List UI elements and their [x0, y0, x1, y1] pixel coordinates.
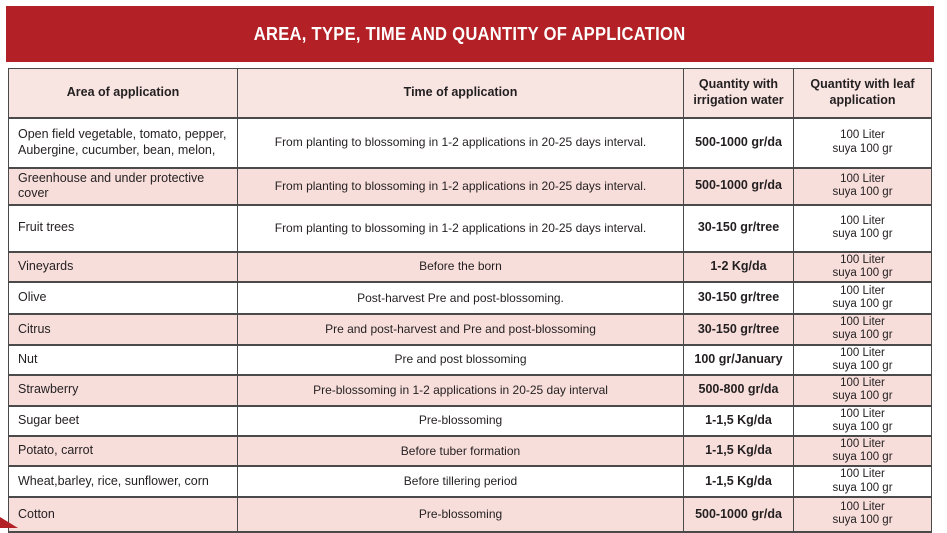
leaf-quantity-cell: 100 Liter suya 100 gr [793, 250, 932, 284]
area-cell: Wheat,barley, rice, sunflower, corn [8, 465, 238, 498]
table-row: Vineyards Before the born 1-2 Kg/da 100 … [8, 250, 932, 284]
irrigation-quantity-cell: 30-150 gr/tree [683, 204, 794, 253]
leaf-quantity-cell: 100 Liter suya 100 gr [793, 313, 932, 346]
leaf-quantity-line1: 100 Liter [840, 316, 885, 329]
leaf-quantity-line2: suya 100 gr [832, 298, 893, 311]
time-cell: Pre-blossoming [237, 495, 684, 533]
table-row: Sugar beet Pre-blossoming 1-1,5 Kg/da 10… [8, 404, 932, 437]
time-cell: Pre-blossoming [237, 404, 684, 437]
table-row: Nut Pre and post blossoming 100 gr/Janua… [8, 344, 932, 376]
leaf-quantity-line1: 100 Liter [840, 468, 885, 481]
irrigation-quantity-cell: 1-2 Kg/da [683, 250, 794, 284]
leaf-quantity-line1: 100 Liter [840, 501, 885, 514]
leaf-quantity-cell: 100 Liter suya 100 gr [793, 374, 932, 407]
area-cell: Cotton [8, 495, 238, 533]
leaf-quantity-line1: 100 Liter [840, 407, 885, 420]
time-cell: Pre and post blossoming [237, 344, 684, 376]
leaf-quantity-cell: 100 Liter suya 100 gr [793, 434, 932, 468]
irrigation-quantity-cell: 30-150 gr/tree [683, 281, 794, 315]
col-header-time: Time of application [237, 68, 684, 119]
time-cell: From planting to blossoming in 1-2 appli… [237, 204, 684, 253]
irrigation-quantity-cell: 500-1000 gr/da [683, 495, 794, 533]
time-cell: Pre-blossoming in 1-2 applications in 20… [237, 374, 684, 407]
time-cell: Post-harvest Pre and post-blossoming. [237, 281, 684, 315]
leaf-quantity-cell: 100 Liter suya 100 gr [793, 166, 932, 206]
irrigation-quantity-cell: 500-1000 gr/da [683, 166, 794, 206]
time-cell: From planting to blossoming in 1-2 appli… [237, 166, 684, 206]
title-banner: AREA, TYPE, TIME AND QUANTITY OF APPLICA… [6, 6, 934, 62]
leaf-quantity-line1: 100 Liter [840, 284, 885, 297]
area-cell: Nut [8, 344, 238, 376]
leaf-quantity-line1: 100 Liter [840, 253, 885, 266]
leaf-quantity-line2: suya 100 gr [832, 266, 893, 279]
leaf-quantity-line2: suya 100 gr [832, 329, 893, 342]
time-cell: Before tuber formation [237, 434, 684, 468]
leaf-quantity-line2: suya 100 gr [832, 451, 893, 464]
application-table: Area of application Time of application … [8, 68, 932, 533]
irrigation-quantity-cell: 500-1000 gr/da [683, 117, 794, 168]
leaf-quantity-line2: suya 100 gr [832, 186, 893, 199]
leaf-quantity-cell: 100 Liter suya 100 gr [793, 495, 932, 533]
irrigation-quantity-cell: 30-150 gr/tree [683, 313, 794, 346]
leaf-quantity-cell: 100 Liter suya 100 gr [793, 204, 932, 253]
area-cell: Greenhouse and under protective cover [8, 166, 238, 206]
page-title: AREA, TYPE, TIME AND QUANTITY OF APPLICA… [254, 23, 686, 44]
time-cell: Before tillering period [237, 465, 684, 498]
leaf-quantity-line1: 100 Liter [840, 437, 885, 450]
leaf-quantity-line1: 100 Liter [840, 129, 885, 142]
leaf-quantity-line2: suya 100 gr [832, 359, 893, 372]
irrigation-quantity-cell: 100 gr/January [683, 344, 794, 376]
table-row: Open field vegetable, tomato, pepper, Au… [8, 117, 932, 168]
col-header-irrigation-quantity: Quantity with irrigation water [683, 68, 794, 119]
irrigation-quantity-cell: 1-1,5 Kg/da [683, 404, 794, 437]
table-row: Cotton Pre-blossoming 500-1000 gr/da 100… [8, 495, 932, 533]
leaf-quantity-cell: 100 Liter suya 100 gr [793, 281, 932, 315]
leaf-quantity-line2: suya 100 gr [832, 514, 893, 527]
area-cell: Open field vegetable, tomato, pepper, Au… [8, 117, 238, 168]
irrigation-quantity-cell: 500-800 gr/da [683, 374, 794, 407]
col-header-leaf-quantity: Quantity with leaf application [793, 68, 932, 119]
table-row: Citrus Pre and post-harvest and Pre and … [8, 313, 932, 346]
leaf-quantity-cell: 100 Liter suya 100 gr [793, 404, 932, 437]
table-row: Wheat,barley, rice, sunflower, corn Befo… [8, 465, 932, 498]
irrigation-quantity-cell: 1-1,5 Kg/da [683, 465, 794, 498]
table-row: Fruit trees From planting to blossoming … [8, 204, 932, 253]
area-cell: Potato, carrot [8, 434, 238, 468]
leaf-quantity-cell: 100 Liter suya 100 gr [793, 344, 932, 376]
col-header-area: Area of application [8, 68, 238, 119]
area-cell: Sugar beet [8, 404, 238, 437]
area-cell: Citrus [8, 313, 238, 346]
table-row: Potato, carrot Before tuber formation 1-… [8, 434, 932, 468]
area-cell: Fruit trees [8, 204, 238, 253]
table-row: Olive Post-harvest Pre and post-blossomi… [8, 281, 932, 315]
leaf-quantity-line2: suya 100 gr [832, 481, 893, 494]
red-corner-ribbon [0, 517, 18, 528]
leaf-quantity-line1: 100 Liter [840, 215, 885, 228]
leaf-quantity-line1: 100 Liter [840, 377, 885, 390]
area-cell: Olive [8, 281, 238, 315]
leaf-quantity-line2: suya 100 gr [832, 228, 893, 241]
leaf-quantity-line2: suya 100 gr [832, 420, 893, 433]
time-cell: Pre and post-harvest and Pre and post-bl… [237, 313, 684, 346]
leaf-quantity-cell: 100 Liter suya 100 gr [793, 117, 932, 168]
table-row: Greenhouse and under protective cover Fr… [8, 166, 932, 206]
irrigation-quantity-cell: 1-1,5 Kg/da [683, 434, 794, 468]
area-cell: Strawberry [8, 374, 238, 407]
leaf-quantity-line1: 100 Liter [840, 172, 885, 185]
leaf-quantity-cell: 100 Liter suya 100 gr [793, 465, 932, 498]
leaf-quantity-line2: suya 100 gr [832, 142, 893, 155]
time-cell: Before the born [237, 250, 684, 284]
area-cell: Vineyards [8, 250, 238, 284]
leaf-quantity-line1: 100 Liter [840, 346, 885, 359]
table-row: Strawberry Pre-blossoming in 1-2 applica… [8, 374, 932, 407]
time-cell: From planting to blossoming in 1-2 appli… [237, 117, 684, 168]
table-header-row: Area of application Time of application … [8, 68, 932, 119]
leaf-quantity-line2: suya 100 gr [832, 390, 893, 403]
